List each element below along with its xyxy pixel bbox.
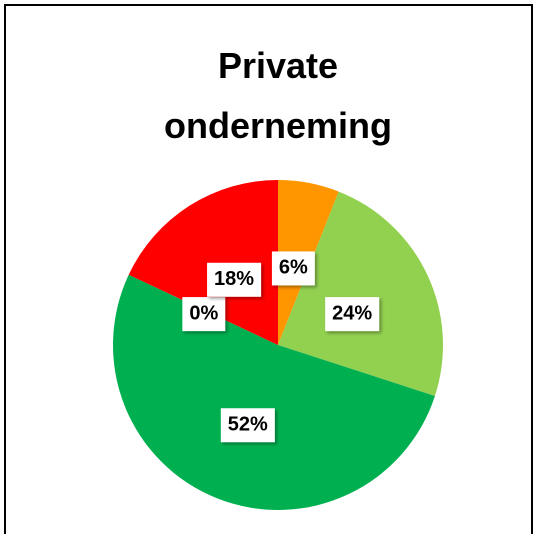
- data-label: 52%: [228, 414, 268, 436]
- chart-border: [4, 4, 533, 534]
- data-label-group: 24%: [325, 297, 380, 332]
- data-label-group: 6%: [271, 251, 315, 286]
- data-label: 24%: [332, 302, 372, 324]
- data-label: 18%: [214, 268, 254, 290]
- pie-slice: [278, 191, 443, 396]
- chart-title: Private onderneming: [163, 45, 392, 146]
- data-label-box: [271, 251, 315, 286]
- pie-slice: [128, 274, 278, 345]
- data-label-box: [220, 408, 275, 443]
- pie-slice: [112, 274, 435, 511]
- data-label: 6%: [279, 257, 308, 279]
- data-label: 0%: [189, 302, 218, 324]
- data-label-group: 52%: [220, 408, 275, 443]
- data-label-box: [207, 262, 262, 297]
- data-label-box: [182, 297, 226, 332]
- data-label-group: 18%: [207, 262, 262, 297]
- data-label-box: [325, 297, 380, 332]
- data-label-group: 0%: [182, 297, 226, 332]
- pie-slice: [128, 180, 278, 345]
